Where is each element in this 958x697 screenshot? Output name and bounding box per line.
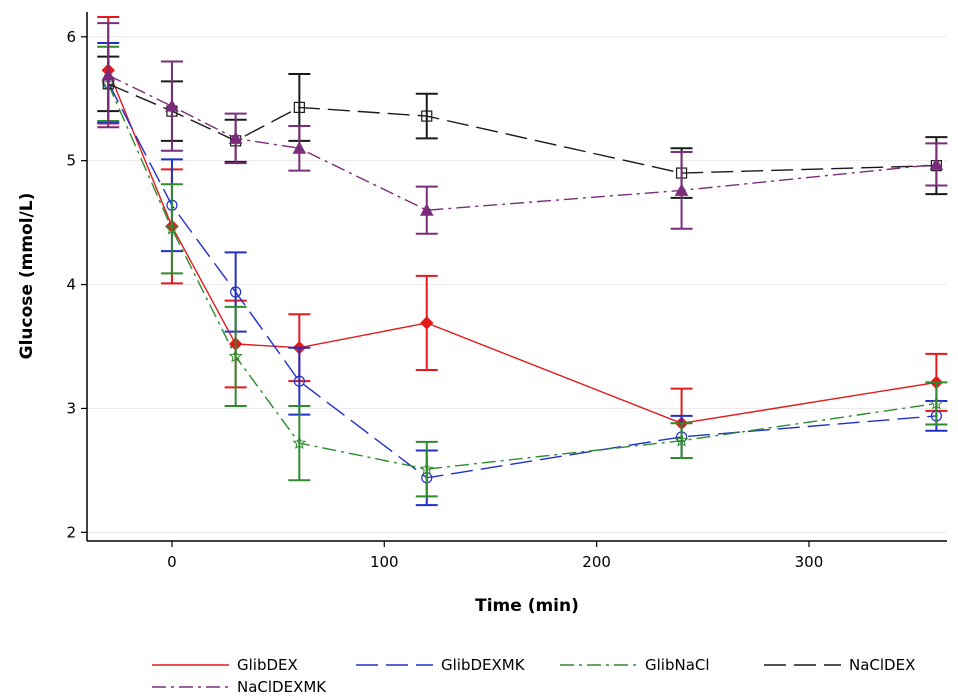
- data-point: [101, 68, 116, 81]
- grid-lines: [87, 36, 947, 533]
- data-point: [292, 141, 307, 154]
- axes: [86, 12, 947, 542]
- data-point: [674, 433, 689, 447]
- data-point: [228, 131, 243, 144]
- data-point: [929, 396, 944, 410]
- series-GlibNaCl: [97, 45, 948, 498]
- data-point: [293, 375, 305, 387]
- data-point: [419, 461, 434, 476]
- legend-label-NaClDEX: NaClDEX: [849, 656, 915, 674]
- data-point: [228, 349, 243, 363]
- data-point: [292, 435, 307, 450]
- x-tick-label: 200: [582, 553, 611, 571]
- y-tick-label: 3: [66, 399, 76, 417]
- data-point: [420, 316, 434, 330]
- y-tick-label: 4: [66, 276, 76, 294]
- series: [97, 15, 948, 507]
- y-tick-label: 6: [66, 28, 76, 46]
- y-tick-label: 2: [66, 523, 76, 541]
- data-point: [674, 183, 689, 196]
- data-point: [419, 203, 434, 216]
- x-tick-label: 100: [370, 553, 399, 571]
- legend-label-NaClDEXMK: NaClDEXMK: [237, 678, 327, 696]
- legend-label-GlibDEX: GlibDEX: [237, 656, 298, 674]
- data-point: [293, 101, 305, 113]
- series-line: [107, 69, 937, 425]
- series-line: [107, 83, 937, 174]
- legend: GlibDEX GlibDEXMK GlibNaCl NaClDEX NaClDEXMK: [152, 656, 915, 696]
- legend-label-GlibDEXMK: GlibDEXMK: [441, 656, 526, 674]
- data-point: [230, 286, 242, 298]
- ticks: 2 3 4 5 6 0 100 200 300: [66, 28, 823, 571]
- y-tick-label: 5: [66, 152, 76, 170]
- data-point: [929, 157, 944, 170]
- data-point: [164, 221, 179, 235]
- legend-label-GlibNaCl: GlibNaCl: [645, 656, 710, 674]
- x-tick-label: 0: [167, 553, 177, 571]
- series-NaClDEXMK: [97, 22, 948, 235]
- series-GlibDEX: [97, 15, 948, 459]
- x-tick-label: 300: [795, 553, 824, 571]
- data-point: [421, 110, 433, 122]
- data-point: [165, 99, 179, 112]
- x-axis-title: Time (min): [475, 596, 579, 616]
- series-GlibDEXMK: [97, 41, 948, 507]
- y-axis-title: Glucose (mmol/L): [17, 193, 37, 360]
